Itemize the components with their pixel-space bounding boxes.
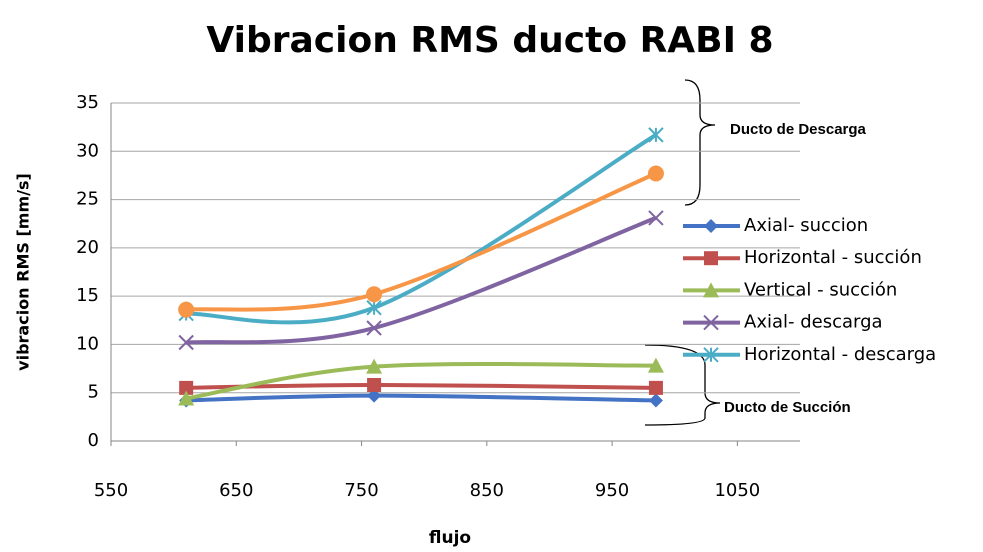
series-line [186,216,657,345]
x-tick-label: 950 [595,480,629,501]
y-tick-label: 10 [76,333,99,354]
annotation: Ducto de Descarga [730,121,867,138]
marker [178,390,195,406]
marker [703,347,719,363]
marker [703,314,719,331]
marker [648,380,663,395]
series-line [186,393,656,403]
y-tick-label: 30 [76,140,99,161]
marker [366,286,383,303]
marker [647,357,664,373]
y-tick-label: 5 [88,382,99,403]
marker [366,358,383,374]
x-axis-label: flujo [429,528,471,548]
marker [179,380,194,395]
brace [684,79,716,206]
y-tick-label: 25 [76,189,99,210]
marker [366,300,382,316]
y-tick-label: 35 [76,92,99,113]
x-tick-label: 550 [94,480,128,501]
y-tick-label: 20 [76,237,99,258]
x-tick-label: 1050 [714,480,760,501]
marker [366,320,382,336]
marker [178,334,194,351]
legend-label: Axial- descarga [744,312,883,333]
marker [704,219,718,233]
x-tick-label: 750 [344,480,378,501]
legend-label: Axial- succion [744,215,868,236]
series-line [186,133,657,325]
y-tick-label: 0 [88,430,99,451]
y-tick-label: 15 [76,285,99,306]
annotation: Ducto de Succión [724,399,851,416]
marker [704,251,718,266]
series-line [185,361,656,401]
legend-label: Vertical - succión [744,279,897,300]
marker [703,282,719,298]
marker [648,127,664,143]
marker [648,393,663,408]
marker [647,165,664,182]
legend-label: Horizontal - descarga [744,344,936,365]
x-tick-label: 650 [219,480,253,501]
legend-label: Horizontal - succión [744,247,922,268]
series-line [186,171,657,312]
y-axis-label: vibracion RMS [mm/s] [14,173,33,371]
marker [648,210,664,226]
marker [178,301,195,318]
marker [367,388,382,403]
chart-title: Vibracion RMS ducto RABI 8 [206,20,773,61]
marker [367,377,382,392]
x-tick-label: 850 [470,480,504,501]
